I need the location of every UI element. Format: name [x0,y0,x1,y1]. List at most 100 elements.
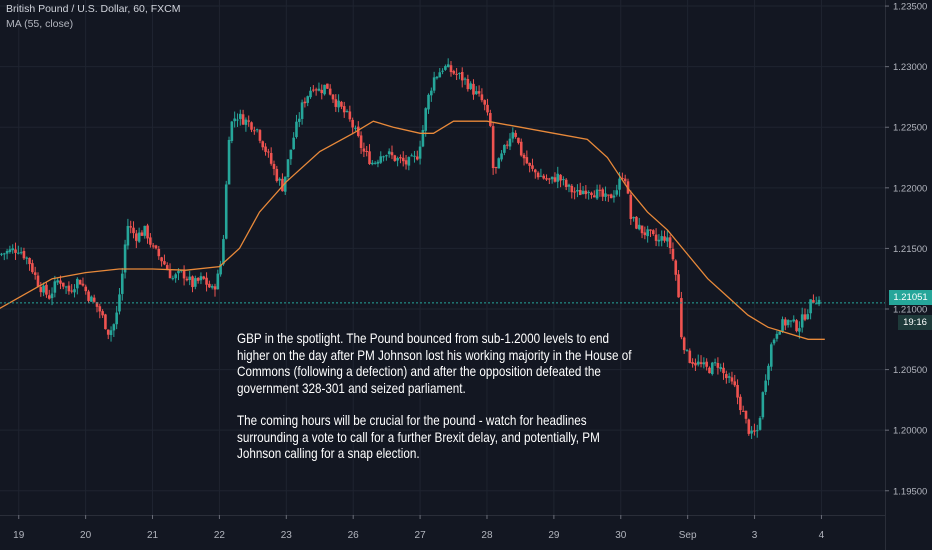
candle-body [663,236,666,241]
candle-body [351,119,354,128]
candle-body [598,189,602,191]
candle-body [710,362,714,375]
candle-body [5,250,9,254]
candle-body [87,291,90,301]
candle-body [491,126,495,169]
candle-body [761,392,765,418]
candle-body [393,155,397,161]
candle-body [446,64,450,68]
symbol-legend[interactable]: British Pound / U.S. Dollar, 60, FXCM [6,3,181,15]
candle-body [812,300,815,303]
time-tick-label: 23 [281,530,293,541]
candle-body [359,135,363,148]
candle-body [407,157,411,166]
annotation-paragraph-1: GBP in the spotlight. The Pound bounced … [237,331,632,396]
candle-body [104,314,107,330]
time-tick-label: 19 [13,530,25,541]
candle-body [595,189,599,199]
candle-body [45,284,48,295]
candle-body [297,118,301,122]
time-axis[interactable]: 19 20 21 22 23 26 27 28 29 30 Sep 3 4 [0,515,885,541]
candle-body [767,365,770,380]
candle-body [792,319,796,322]
candle-body [418,146,422,159]
candle-body [682,337,686,351]
candle-body [368,151,371,165]
bar-countdown-label: 19:16 [898,315,932,330]
candle-body [646,229,649,237]
candle-body [106,329,110,335]
candle-body [410,155,413,157]
candle-body [784,319,787,326]
candle-body [331,94,335,100]
candle-body [674,260,678,275]
candle-body [76,278,79,289]
candle-body [250,122,253,130]
candle-body [2,253,6,255]
candle-body [92,297,96,302]
candle-body [165,265,169,271]
candle-body [505,144,509,146]
candle-body [84,286,88,292]
candle-body [576,189,579,192]
candle-body [373,162,377,164]
candle-body [208,283,211,288]
candle-body [314,89,318,91]
candle-body [444,66,447,70]
candle-body [775,333,779,339]
candle-body [753,430,756,432]
candle-body [699,362,703,364]
candle-body [716,362,720,368]
candle-body [548,178,551,180]
candle-body [806,314,810,320]
price-tick-label: 1.22500 [893,123,927,134]
candle-body [50,293,54,299]
candle-body [194,278,197,287]
candle-body [472,83,475,95]
candle-body [258,130,262,141]
candle-body [202,276,206,279]
candle-body [817,299,821,305]
candle-body [463,78,467,80]
candle-body [421,129,425,147]
price-axis[interactable]: 1.23500 1.23000 1.22500 1.22000 1.21500 1.210… [885,0,927,550]
candle-body [118,294,121,312]
candle-body [168,269,172,279]
candle-body [696,361,700,365]
candle-body [694,362,697,366]
candle-body [132,227,135,234]
candle-body [727,376,731,378]
candle-body [781,319,784,332]
candle-body [533,169,537,173]
candle-body [28,257,31,265]
candle-body [789,320,793,322]
candle-body [146,225,149,239]
candle-body [289,149,293,160]
candle-body [295,121,298,137]
candle-body [567,184,571,187]
candle-body [233,118,236,122]
candle-body [247,120,251,122]
indicator-legend[interactable]: MA (55, close) [6,18,74,30]
candle-body [53,281,57,293]
candle-body [458,73,461,75]
candle-body [238,113,242,119]
candle-body [78,280,82,285]
candle-body [340,101,343,107]
candle-body [151,245,155,247]
candle-body [323,84,326,95]
candle-body [188,276,192,280]
candle-body [385,155,388,157]
candle-body [435,76,439,79]
candle-body [415,156,419,160]
candle-body [772,339,776,344]
candle-body [0,253,3,255]
candle-body [635,216,638,229]
candle-body [326,83,329,89]
candle-body [126,225,130,246]
candle-body [42,285,45,293]
candle-body [98,306,102,312]
candle-body [741,410,745,412]
time-tick-label: 30 [615,530,627,541]
